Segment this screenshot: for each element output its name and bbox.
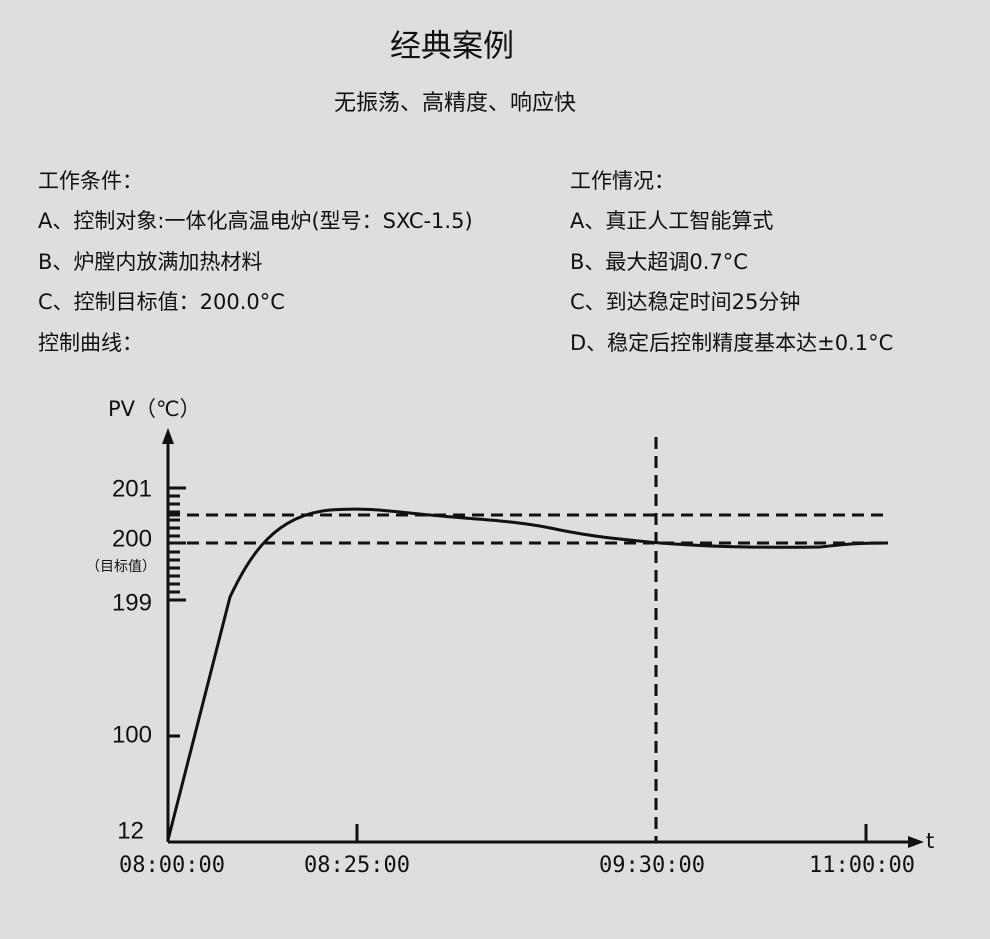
x-tick-label: 08:25:00 [304,853,410,878]
setpoint-note: （目标值） [86,559,156,575]
y-tick-label: 199 [112,589,152,616]
right-heading: 工作情况： [570,169,675,193]
title: 经典案例 [390,29,514,65]
control-chart: PV（℃） t 201 200 （目标值） 199 100 12 08:00:0… [86,397,934,878]
minor-ticks [168,494,180,594]
y-arrow [162,428,174,444]
x-arrow [908,836,924,848]
x-tick-label: 11:00:00 [809,853,915,878]
y-tick-label: 201 [112,475,152,502]
y-tick-label: 12 [117,817,144,844]
x-tick-label: 08:00:00 [119,853,225,878]
right-item: D、稳定后控制精度基本达±0.1°C [570,331,893,355]
pv-curve [166,507,889,841]
subtitle: 无振荡、高精度、响应快 [334,91,576,116]
right-item: B、最大超调0.7°C [570,250,748,274]
y-tick-label: 200 [112,525,152,552]
y-tick-label: 100 [112,721,152,748]
left-item: A、控制对象:一体化高温电炉(型号：SXC-1.5) [38,209,473,233]
left-item: B、炉膛内放满加热材料 [38,250,262,274]
y-axis-label: PV（℃） [108,397,201,421]
left-item: C、控制目标值：200.0°C [38,290,285,314]
right-item: A、真正人工智能算式 [570,209,773,233]
x-axis-label: t [926,829,934,853]
right-item: C、到达稳定时间25分钟 [570,290,800,314]
left-heading: 工作条件： [38,169,143,193]
left-footer: 控制曲线： [38,331,143,355]
x-tick-label: 09:30:00 [599,853,705,878]
